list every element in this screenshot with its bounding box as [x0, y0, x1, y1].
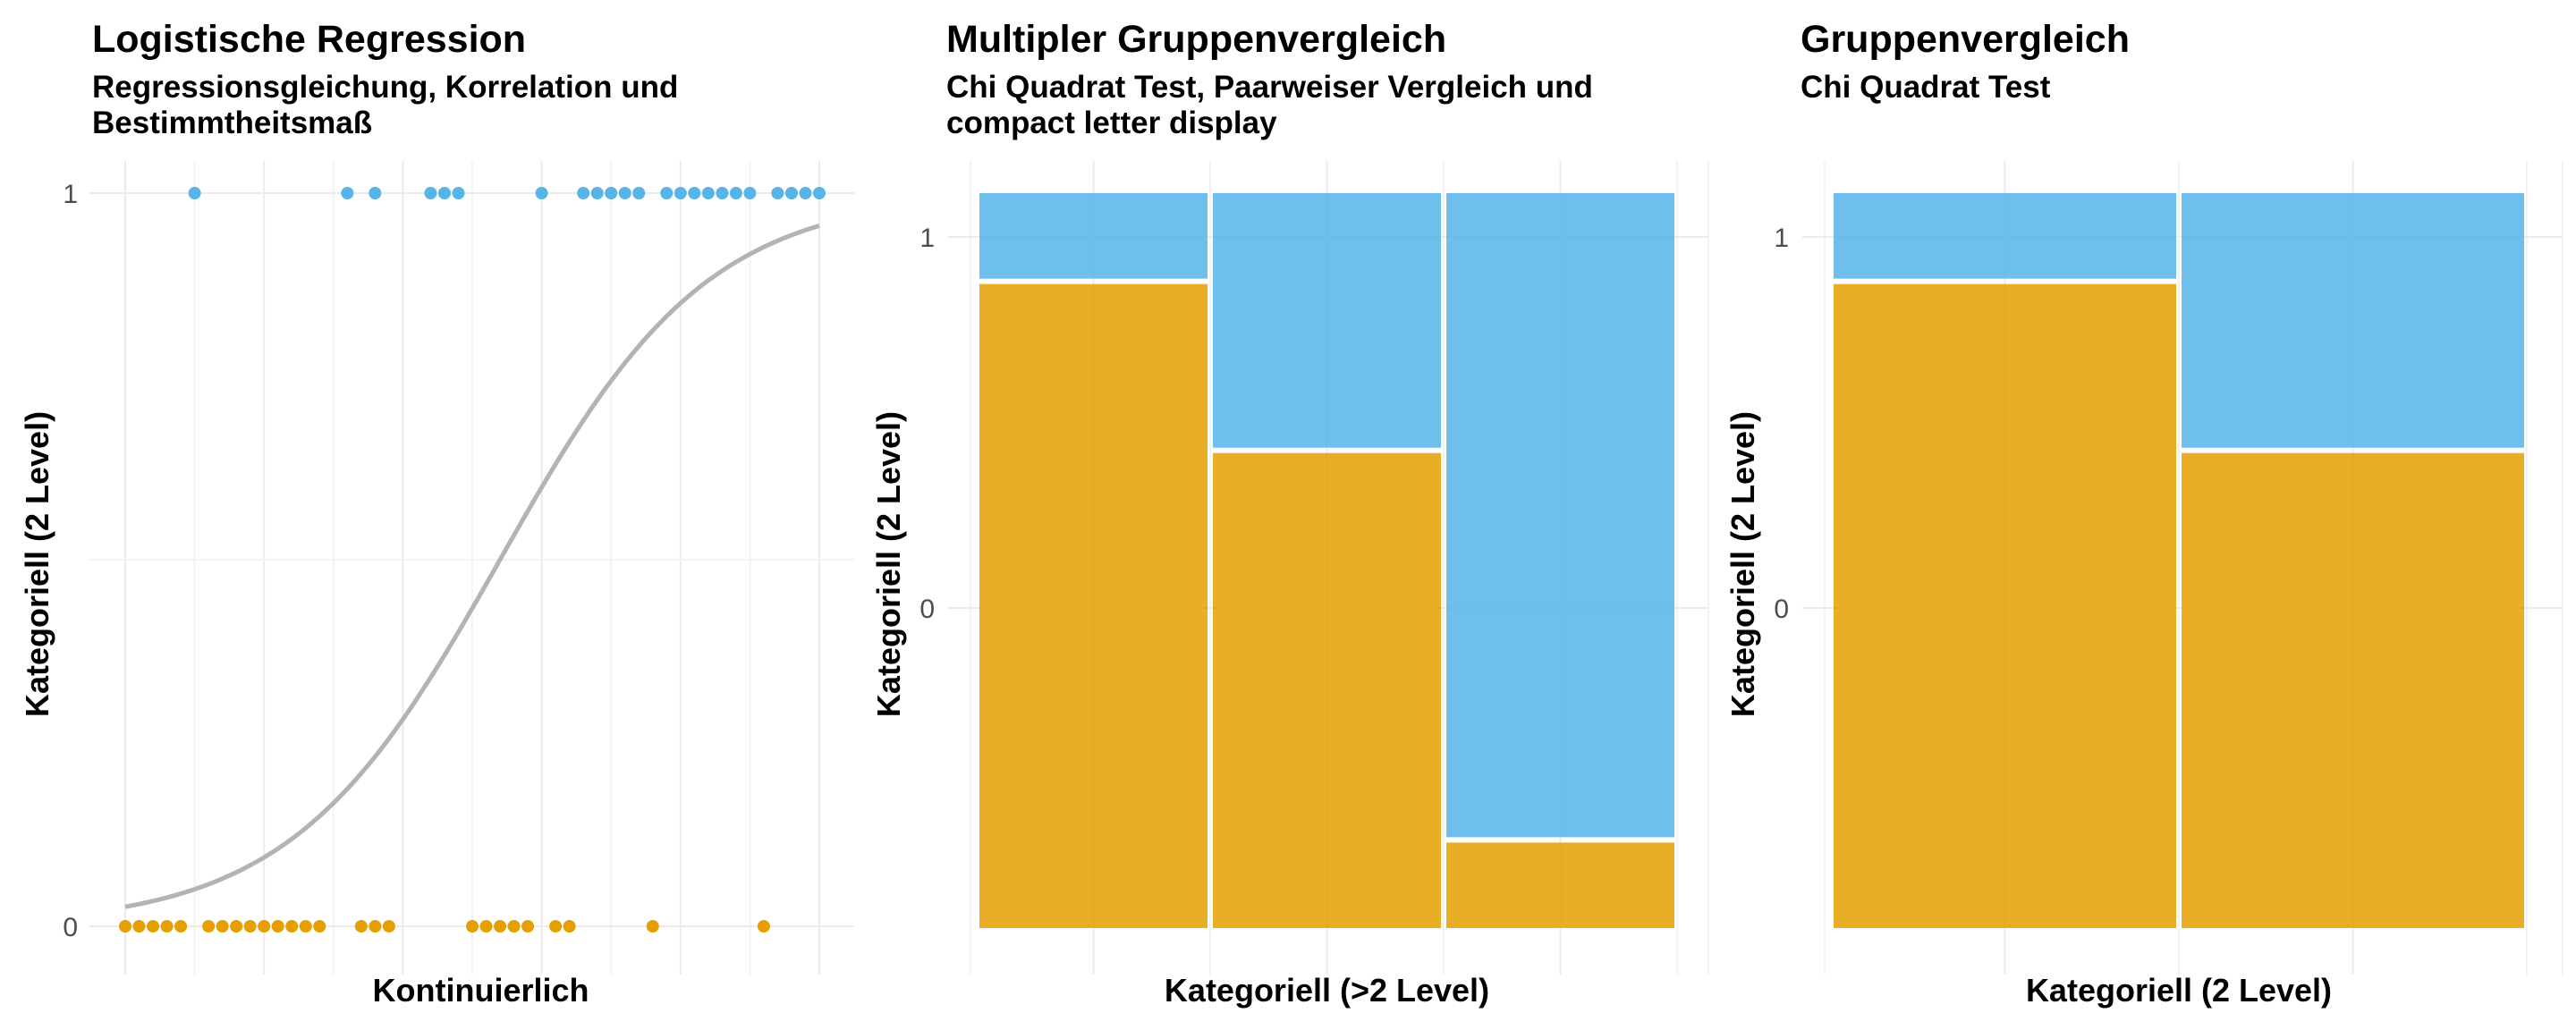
data-point [688, 187, 701, 199]
mosaic-tile-level-0 [1834, 283, 2176, 928]
data-point [216, 920, 229, 933]
y-tick-label: 0 [63, 913, 78, 942]
data-point [174, 920, 188, 933]
data-point [521, 920, 535, 933]
data-point [563, 920, 576, 933]
data-point [243, 920, 257, 933]
data-point [632, 187, 646, 199]
data-point [258, 920, 271, 933]
data-point [313, 920, 326, 933]
data-point [382, 920, 395, 933]
data-point [299, 920, 312, 933]
data-point [701, 187, 715, 199]
mosaic-tile-level-1 [1446, 193, 1674, 838]
mosaic-tile-level-0 [979, 283, 1208, 928]
data-point [771, 187, 784, 199]
mosaic-tile-level-1 [1213, 193, 1441, 448]
panel-subtitle: Regressionsgleichung, Korrelation und Be… [92, 70, 679, 140]
data-point [743, 187, 757, 199]
x-axis-label: Kontinuierlich [373, 972, 589, 1009]
data-point [618, 187, 631, 199]
y-tick-label: 0 [919, 595, 935, 624]
logistic-regression-chart: 0 1 Kontinuierlich Kategoriell (2 Level) [19, 161, 854, 1009]
data-point [674, 187, 687, 199]
data-point [132, 920, 146, 933]
panel-subtitle: Chi Quadrat Test [1801, 70, 2051, 105]
data-point [369, 187, 382, 199]
data-point [354, 920, 368, 933]
panel-title: Multipler Gruppenvergleich [946, 18, 1447, 61]
multiple-group-mosaic-chart: 1 0 Kategoriell (>2 Level) Kategoriell (2 L… [870, 161, 1709, 1009]
mosaic-tile-level-1 [979, 193, 1208, 279]
data-point [813, 187, 826, 199]
data-point [577, 187, 590, 199]
data-point [507, 920, 521, 933]
data-point [716, 187, 729, 199]
data-point [230, 920, 243, 933]
data-point [437, 187, 451, 199]
mosaic-tile-level-1 [1834, 193, 2176, 279]
data-point [147, 920, 160, 933]
y-axis-label: Kategoriell (2 Level) [870, 411, 907, 717]
data-point [494, 920, 507, 933]
data-point [757, 920, 770, 933]
y-axis-label: Kategoriell (2 Level) [19, 411, 55, 717]
data-point [271, 920, 284, 933]
y-tick-label: 1 [1774, 224, 1789, 253]
panel-title: Gruppenvergleich [1801, 18, 2130, 61]
data-point [605, 187, 618, 199]
data-point [646, 920, 659, 933]
y-tick-label: 1 [919, 224, 935, 253]
mosaic-tile-level-1 [2182, 193, 2524, 448]
data-point [202, 920, 216, 933]
data-point [466, 920, 479, 933]
x-axis-label: Kategoriell (>2 Level) [1165, 972, 1489, 1009]
data-point [535, 187, 548, 199]
data-point [369, 920, 382, 933]
data-point [341, 187, 354, 199]
data-point [549, 920, 563, 933]
data-point [729, 187, 742, 199]
data-point [160, 920, 174, 933]
y-axis-label: Kategoriell (2 Level) [1724, 411, 1761, 717]
logistic-fit-curve [124, 224, 820, 909]
data-point [590, 187, 604, 199]
mosaic-tile-level-0 [1213, 452, 1441, 928]
data-point [285, 920, 299, 933]
mosaic-tile-level-0 [2182, 452, 2524, 928]
y-tick-label: 0 [1774, 595, 1789, 624]
mosaic-tile-level-0 [1446, 842, 1674, 928]
y-tick-label: 1 [63, 180, 78, 209]
data-point [799, 187, 812, 199]
data-point [424, 187, 437, 199]
panel-title: Logistische Regression [92, 18, 527, 61]
data-point [660, 187, 674, 199]
data-point [452, 187, 465, 199]
data-point [784, 187, 798, 199]
panel-subtitle: Chi Quadrat Test, Paarweiser Vergleich u… [946, 70, 1593, 140]
data-point [479, 920, 493, 933]
panel-logistic-regression: Logistische Regression Regressionsgleich… [0, 0, 859, 1030]
data-point [119, 920, 131, 933]
data-point [188, 187, 201, 199]
x-axis-label: Kategoriell (2 Level) [2026, 972, 2332, 1009]
